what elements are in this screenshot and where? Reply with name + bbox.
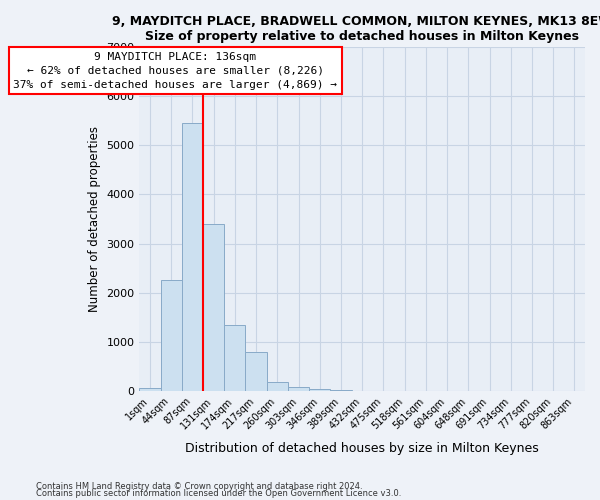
Bar — [161, 280, 182, 391]
Bar — [288, 387, 309, 391]
Title: 9, MAYDITCH PLACE, BRADWELL COMMON, MILTON KEYNES, MK13 8EW
Size of property rel: 9, MAYDITCH PLACE, BRADWELL COMMON, MILT… — [112, 15, 600, 43]
Bar — [309, 388, 331, 391]
Bar — [331, 390, 352, 391]
Text: 9 MAYDITCH PLACE: 136sqm
← 62% of detached houses are smaller (8,226)
37% of sem: 9 MAYDITCH PLACE: 136sqm ← 62% of detach… — [13, 52, 337, 90]
Bar — [139, 388, 161, 391]
Text: Contains HM Land Registry data © Crown copyright and database right 2024.: Contains HM Land Registry data © Crown c… — [36, 482, 362, 491]
Text: Contains public sector information licensed under the Open Government Licence v3: Contains public sector information licen… — [36, 490, 401, 498]
Bar — [245, 352, 266, 391]
Y-axis label: Number of detached properties: Number of detached properties — [88, 126, 101, 312]
X-axis label: Distribution of detached houses by size in Milton Keynes: Distribution of detached houses by size … — [185, 442, 539, 455]
Bar — [266, 382, 288, 391]
Bar — [203, 224, 224, 391]
Bar — [224, 324, 245, 391]
Bar — [182, 123, 203, 391]
